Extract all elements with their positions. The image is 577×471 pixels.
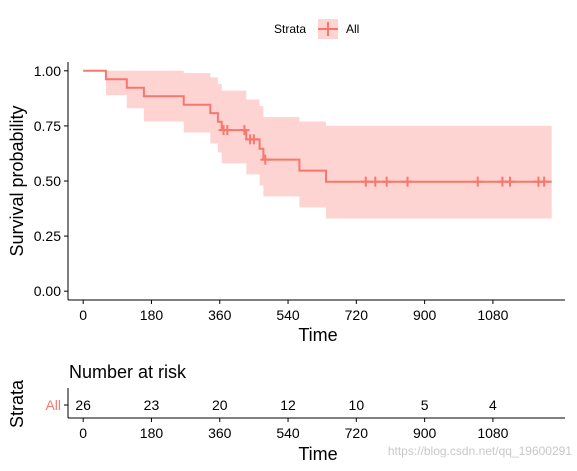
y-tick-label: 1.00 <box>34 63 61 79</box>
risk-strata-name: All <box>45 397 61 413</box>
y-tick-label: 0.75 <box>34 118 61 134</box>
legend-title: Strata <box>274 22 306 36</box>
x-tick-label: 900 <box>413 307 437 323</box>
risk-table: Number at risk Strata All 26 23 20 12 10 5 4 0… <box>7 362 565 464</box>
risk-count: 4 <box>489 397 497 413</box>
risk-count: 26 <box>75 397 91 413</box>
risk-counts: 26 23 20 12 10 5 4 <box>75 397 497 413</box>
watermark-text: https://blog.csdn.net/qq_19600291 <box>388 444 572 458</box>
censor-mark <box>260 154 271 165</box>
risk-table-title: Number at risk <box>69 362 187 382</box>
censor-mark <box>248 134 259 145</box>
risk-x-tick-label: 0 <box>79 425 87 441</box>
censor-mark <box>239 125 250 136</box>
censor-mark <box>381 176 392 187</box>
censor-mark <box>370 176 381 187</box>
confidence-band-layer <box>83 70 552 219</box>
survival-curve-all <box>83 69 552 183</box>
x-tick-label: 1080 <box>477 307 508 323</box>
y-axis-ticks: 0.00 0.25 0.50 0.75 1.00 <box>34 63 68 299</box>
censor-mark <box>402 176 413 187</box>
x-axis-ticks: 0 180 360 540 720 900 1080 <box>79 300 509 323</box>
x-tick-label: 720 <box>345 307 369 323</box>
risk-x-tick-label: 1080 <box>477 425 508 441</box>
risk-count: 12 <box>280 397 296 413</box>
x-tick-label: 540 <box>276 307 300 323</box>
y-tick-label: 0.00 <box>34 283 61 299</box>
risk-count: 5 <box>421 397 429 413</box>
censor-mark <box>222 125 233 136</box>
x-tick-label: 180 <box>140 307 164 323</box>
risk-x-tick-label: 180 <box>140 425 164 441</box>
risk-x-tick-label: 900 <box>413 425 437 441</box>
legend: Strata All <box>274 19 359 39</box>
risk-count: 20 <box>212 397 228 413</box>
x-tick-label: 360 <box>208 307 232 323</box>
censor-mark <box>472 176 483 187</box>
risk-x-tick-label: 540 <box>276 425 300 441</box>
y-axis-title: Survival probability <box>7 105 27 256</box>
legend-entry-all: All <box>346 22 359 36</box>
x-tick-label: 0 <box>79 307 87 323</box>
risk-count: 23 <box>144 397 160 413</box>
x-axis-title: Time <box>298 325 337 345</box>
risk-strata-title: Strata <box>7 379 27 428</box>
risk-x-tick-label: 720 <box>345 425 369 441</box>
risk-x-axis-title: Time <box>298 444 337 464</box>
y-tick-label: 0.50 <box>34 173 61 189</box>
risk-x-tick-label: 360 <box>208 425 232 441</box>
survival-curve-layer <box>83 69 552 183</box>
risk-x-axis-ticks: 0 180 360 540 720 900 1080 <box>79 418 509 441</box>
censor-mark <box>539 176 550 187</box>
confidence-band <box>83 70 552 219</box>
risk-count: 10 <box>349 397 365 413</box>
censor-marks-layer <box>218 125 550 187</box>
y-tick-label: 0.25 <box>34 228 61 244</box>
censor-mark <box>504 176 515 187</box>
censor-mark <box>360 176 371 187</box>
km-plot: 0.00 0.25 0.50 0.75 1.00 0 180 360 540 720 900 108… <box>7 62 565 345</box>
